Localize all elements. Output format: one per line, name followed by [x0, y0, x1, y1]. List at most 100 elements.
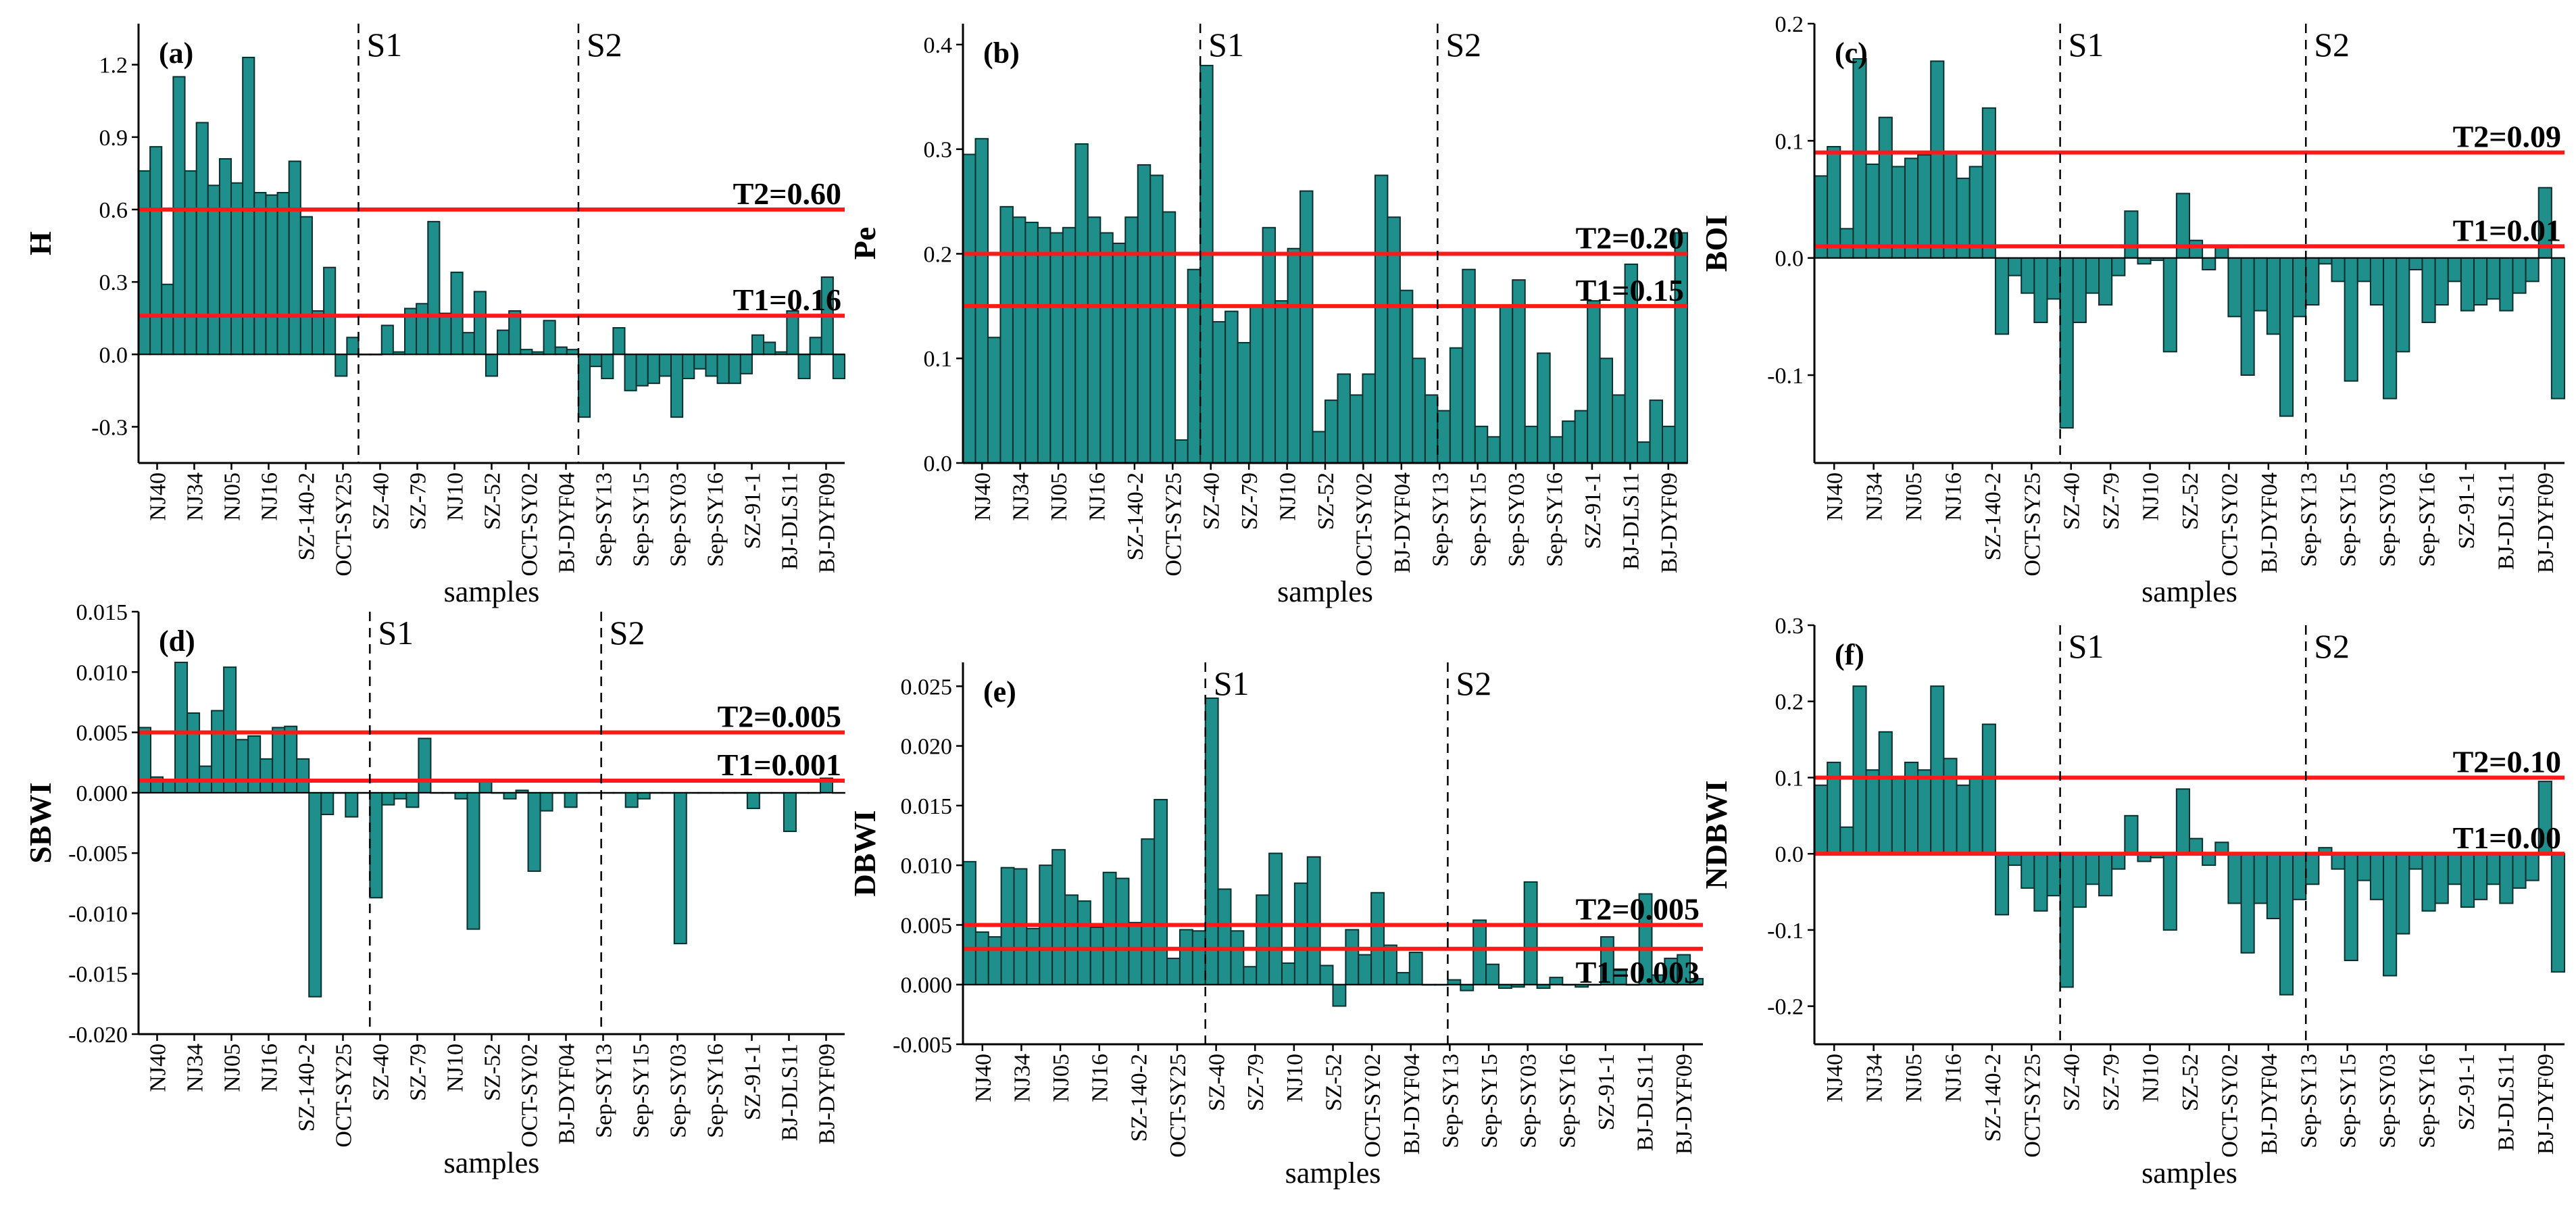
bar — [2434, 257, 2449, 306]
bar — [1549, 977, 1564, 985]
bar — [589, 353, 603, 368]
bar — [2137, 257, 2152, 265]
bar — [1587, 300, 1601, 464]
bar — [172, 76, 186, 356]
bar — [647, 353, 660, 385]
x-tick-label: Sep-SY16 — [1543, 472, 1568, 567]
bar — [2331, 257, 2346, 283]
bar — [320, 791, 335, 815]
division-label: S2 — [1445, 26, 1481, 64]
bar — [308, 791, 322, 998]
bar — [1293, 882, 1308, 985]
bar — [369, 791, 383, 899]
bar — [1062, 226, 1076, 464]
y-tick-label: 0.9 — [99, 126, 128, 151]
bar — [1191, 930, 1206, 985]
bar — [635, 353, 649, 387]
x-tick-label: OCT-SY02 — [2217, 1054, 2242, 1158]
division-label: S1 — [2069, 26, 2104, 64]
bar — [1943, 151, 1958, 259]
bar — [2021, 853, 2035, 889]
bar — [1994, 257, 2010, 335]
x-tick-label: SZ-52 — [480, 472, 505, 530]
bar — [1399, 289, 1414, 464]
bar — [2460, 257, 2475, 312]
bar — [2550, 853, 2566, 973]
division-label: S2 — [2314, 26, 2350, 64]
bar — [1462, 268, 1476, 464]
bar — [2111, 257, 2126, 276]
bar — [527, 791, 541, 872]
bar — [393, 791, 407, 800]
y-tick-label: 0.4 — [924, 33, 953, 58]
bar — [2473, 257, 2488, 306]
bar — [539, 791, 553, 812]
x-axis-title: samples — [444, 575, 540, 608]
x-tick-label: OCT-SY02 — [518, 1044, 543, 1148]
bar — [276, 192, 290, 356]
panel-label: (a) — [159, 36, 193, 70]
x-tick-label: BJ-DYF04 — [2257, 1054, 2282, 1154]
y-tick-label: 0.6 — [99, 198, 128, 223]
x-tick-label: SZ-140-2 — [295, 1044, 320, 1131]
panel-label: (e) — [983, 675, 1016, 708]
bar — [2098, 853, 2113, 897]
bar — [1162, 211, 1176, 464]
bar — [1237, 342, 1252, 464]
x-tick-label: NJ05 — [220, 1044, 245, 1092]
bar — [454, 791, 468, 800]
bar — [1064, 894, 1079, 985]
bar — [974, 138, 989, 464]
bar — [265, 194, 278, 356]
x-tick-label: BJ-DYF04 — [1390, 472, 1415, 573]
bar — [1839, 228, 1854, 259]
bar — [272, 727, 286, 794]
x-tick-label: OCT-SY02 — [518, 472, 543, 577]
bar — [1878, 731, 1893, 855]
x-tick-label: NJ40 — [146, 1044, 171, 1092]
x-tick-label: OCT-SY25 — [2020, 1054, 2045, 1158]
x-tick-label: SZ-91-1 — [741, 1044, 766, 1120]
x-tick-label: SZ-52 — [1314, 472, 1339, 530]
x-tick-label: NJ34 — [1009, 472, 1034, 521]
x-tick-label: OCT-SY02 — [1360, 1054, 1385, 1158]
x-tick-label: NJ40 — [1823, 472, 1848, 521]
bar — [1383, 944, 1397, 985]
bar — [1865, 769, 1880, 855]
bar — [1852, 58, 1867, 259]
x-tick-label: BJ-DLS11 — [1618, 472, 1643, 570]
bar — [2499, 853, 2514, 904]
x-tick-label: SZ-91-1 — [741, 472, 766, 549]
y-axis-title: DBWI — [847, 810, 882, 897]
bar — [1243, 966, 1258, 985]
bar — [2189, 837, 2204, 855]
bar — [2162, 853, 2177, 931]
y-tick-label: -0.2 — [1767, 995, 1804, 1020]
bar — [1981, 107, 1996, 259]
bar — [149, 146, 163, 356]
y-tick-label: 1.2 — [99, 53, 128, 78]
x-tick-label: NJ16 — [1085, 472, 1110, 521]
bar — [473, 291, 487, 356]
x-tick-label: Sep-SY03 — [2375, 472, 2400, 567]
bar — [554, 346, 568, 356]
division-label: S2 — [2314, 627, 2350, 665]
bar — [1994, 853, 2010, 916]
x-tick-label: SZ-140-2 — [1981, 1054, 2006, 1142]
bar — [2253, 853, 2268, 904]
bar — [1049, 232, 1064, 464]
x-tick-label: NJ10 — [1276, 472, 1301, 521]
x-tick-label: NJ10 — [443, 1044, 468, 1092]
x-axis-title: samples — [2141, 575, 2237, 608]
x-tick-label: Sep-SY15 — [2336, 1054, 2361, 1148]
bar — [1137, 164, 1151, 464]
bar — [1827, 146, 1841, 259]
x-tick-label: NJ16 — [257, 472, 282, 521]
chart-panel-1: T2=0.60 T1=0.16 S1 S2 -0.3 0.0 0.3 0.6 0.9 1.2 NJ4… — [23, 24, 845, 608]
panel-label: (c) — [1835, 36, 1868, 70]
bar — [601, 353, 614, 379]
bar — [1930, 60, 1945, 259]
x-tick-label: SZ-52 — [480, 1044, 505, 1101]
x-tick-label: BJ-DYF04 — [1400, 1054, 1425, 1154]
x-tick-label: SZ-40 — [369, 472, 394, 530]
